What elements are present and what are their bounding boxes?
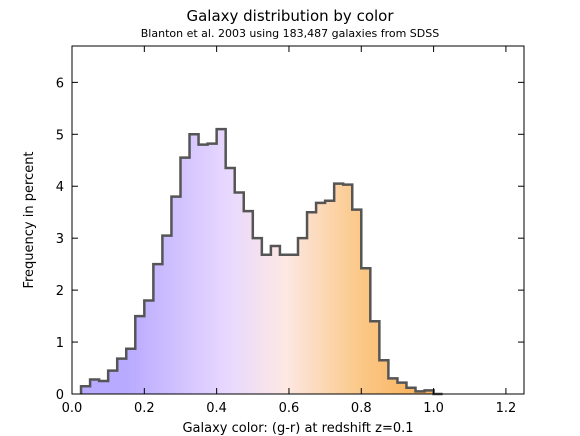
histogram-bar [279, 254, 290, 394]
histogram-bar [225, 168, 236, 394]
y-axis-label: Frequency in percent [22, 151, 37, 288]
y-tick-label: 4 [56, 180, 64, 195]
histogram-bar [261, 254, 272, 394]
histogram-bar [325, 200, 335, 394]
histogram-bar [144, 300, 154, 394]
y-tick-label: 2 [56, 284, 64, 299]
chart-subtitle: Blanton et al. 2003 using 183,487 galaxi… [141, 27, 439, 40]
histogram-bars [81, 129, 434, 394]
x-axis: 0.0 0.2 0.4 0.6 0.8 1.0 1.2 [62, 46, 517, 416]
x-tick-label: 1.0 [423, 401, 444, 416]
histogram-bar [252, 238, 263, 394]
histogram-bar [343, 184, 353, 394]
y-tick-label: 5 [56, 128, 64, 143]
histogram-bar [198, 144, 208, 394]
y-tick-label: 6 [56, 76, 64, 91]
histogram-bar [298, 238, 308, 394]
histogram-bar [171, 196, 181, 394]
histogram-bar [370, 321, 380, 394]
histogram-bar [99, 381, 109, 394]
y-tick-label: 0 [56, 388, 64, 403]
histogram-bar [334, 183, 344, 394]
histogram-bar [424, 390, 434, 394]
histogram-bar [81, 386, 91, 394]
histogram-bar [180, 157, 190, 394]
histogram-bar [361, 268, 371, 394]
x-tick-label: 0.6 [279, 401, 300, 416]
histogram-bar [270, 245, 281, 394]
y-tick-label: 1 [56, 336, 64, 351]
histogram-outline [79, 127, 443, 396]
chart-title: Galaxy distribution by color [186, 7, 394, 25]
histogram-bar [207, 143, 218, 394]
histogram-bar [135, 316, 145, 394]
x-tick-label: 0.8 [351, 401, 372, 416]
histogram-bar [406, 387, 416, 394]
histogram-bar [126, 348, 136, 394]
histogram-bar [397, 382, 407, 394]
x-tick-label: 0.0 [62, 401, 83, 416]
histogram-bar [153, 264, 163, 394]
x-tick-label: 0.2 [134, 401, 155, 416]
histogram-bar [379, 360, 389, 394]
histogram-bar [234, 192, 245, 394]
x-axis-label: Galaxy color: (g-r) at redshift z=0.1 [182, 421, 413, 436]
histogram-bar [352, 209, 362, 394]
x-tick-label: 0.4 [206, 401, 227, 416]
plot-frame [71, 45, 525, 395]
histogram-bar [90, 379, 100, 394]
histogram-bar [108, 370, 118, 394]
histogram-bar [189, 134, 199, 394]
x-tick-label: 1.2 [496, 401, 517, 416]
histogram-bar [216, 129, 227, 394]
histogram-bar [307, 212, 317, 394]
histogram-bar [243, 211, 254, 394]
histogram-bar [162, 235, 172, 394]
histogram-bar [288, 254, 299, 394]
y-tick-label: 3 [56, 232, 64, 247]
histogram-bar [388, 378, 398, 394]
histogram-bar [117, 358, 127, 394]
y-axis: 0 1 2 3 4 5 6 [56, 76, 524, 403]
histogram-bar [415, 391, 425, 394]
histogram-bar [316, 202, 326, 394]
